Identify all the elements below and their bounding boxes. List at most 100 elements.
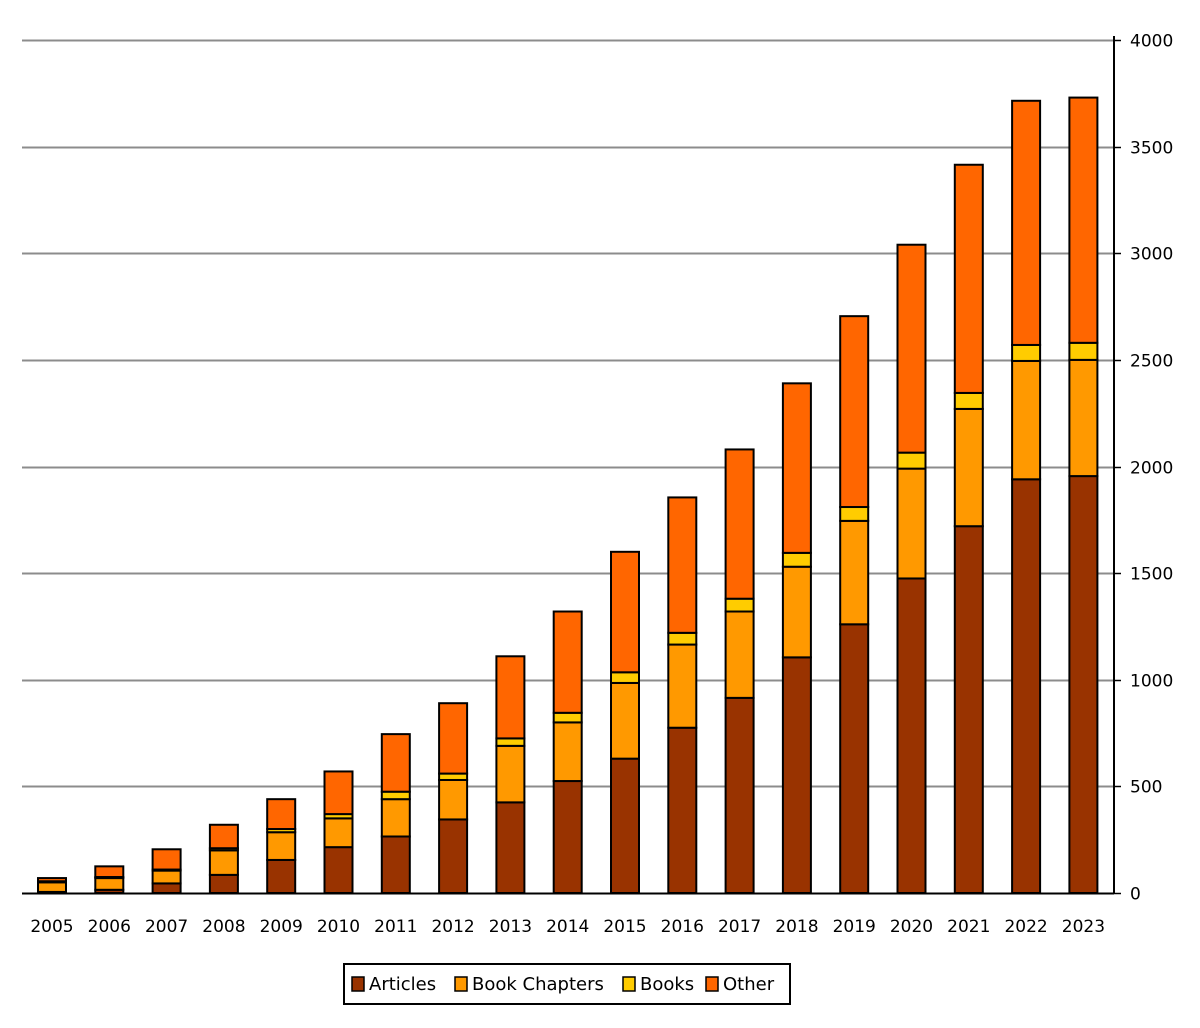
x-tick-label: 2009 <box>260 917 303 937</box>
bar-segment-articles <box>953 525 984 895</box>
bar-segment-books <box>495 737 526 747</box>
bar-segment-articles <box>1011 478 1042 894</box>
bar-segment-book-chapters <box>552 721 583 783</box>
legend-swatch <box>454 976 468 992</box>
bar-segment-book-chapters <box>953 407 984 528</box>
bar-segment-books <box>724 597 755 613</box>
bar-segment-books <box>380 790 411 801</box>
bar-segment-articles <box>323 846 354 894</box>
y-tick-label: 3000 <box>1130 245 1173 265</box>
bar-segment-articles <box>266 858 297 894</box>
y-tick-label: 0 <box>1130 885 1141 905</box>
bar-segment-books <box>781 551 812 568</box>
legend: Articles Book Chapters Books Other <box>343 963 791 1005</box>
bar-segment-other <box>151 848 182 871</box>
bar-segment-other <box>323 770 354 816</box>
x-tick-label: 2019 <box>833 917 876 937</box>
y-tick-label: 3500 <box>1130 139 1173 159</box>
bar-segment-book-chapters <box>896 467 927 580</box>
bar-segment-other <box>1068 96 1099 344</box>
bar-segment-other <box>953 163 984 394</box>
bar-segment-books <box>1068 341 1099 361</box>
bar-segment-books <box>1011 343 1042 362</box>
bar-segment-book-chapters <box>208 849 239 876</box>
y-tick-label: 500 <box>1130 778 1162 798</box>
bar-segment-articles <box>724 696 755 894</box>
legend-swatch <box>622 976 636 992</box>
legend-swatch <box>351 976 365 992</box>
x-tick-label: 2020 <box>890 917 933 937</box>
bar-segment-articles <box>438 818 469 895</box>
gridlines <box>22 39 1114 788</box>
bar-segment-book-chapters <box>380 798 411 838</box>
bar-segment-other <box>438 702 469 775</box>
bar-segment-articles <box>839 623 870 894</box>
y-tick-label: 2000 <box>1130 459 1173 479</box>
x-tick-label: 2023 <box>1062 917 1105 937</box>
x-tick-label: 2015 <box>603 917 646 937</box>
bar-segment-articles <box>495 801 526 895</box>
bar-segment-other <box>1011 99 1042 346</box>
bar-segment-articles <box>151 882 182 894</box>
y-tick-label: 4000 <box>1130 32 1173 52</box>
x-tick-label: 2006 <box>88 917 131 937</box>
bar-segment-book-chapters <box>839 519 870 626</box>
bar-segment-book-chapters <box>266 831 297 861</box>
legend-label: Book Chapters <box>472 974 604 995</box>
bar-segment-articles <box>781 656 812 895</box>
bar-segment-books <box>839 506 870 522</box>
bar-segment-other <box>781 382 812 554</box>
bar-segment-book-chapters <box>37 881 67 893</box>
bar-segment-other <box>667 496 698 634</box>
y-tick-label: 2500 <box>1130 352 1173 372</box>
bar-segment-other <box>94 865 125 879</box>
bar-segment-books <box>610 671 640 684</box>
bar-segment-book-chapters <box>667 643 698 729</box>
y-axis: 0 500 1000 1500 2000 2500 3000 3500 4000 <box>22 32 1173 905</box>
bar-segment-articles <box>380 835 411 895</box>
bar-segment-other <box>839 315 870 509</box>
bar-segment-articles <box>552 780 583 895</box>
bar-segment-book-chapters <box>495 744 526 804</box>
bar-segment-articles <box>610 757 640 895</box>
bar-segment-other <box>896 243 927 454</box>
bar-segment-other <box>495 655 526 740</box>
bar-segment-other <box>37 877 67 883</box>
x-tick-label: 2022 <box>1004 917 1047 937</box>
bar-segment-book-chapters <box>781 565 812 659</box>
x-tick-label: 2014 <box>546 917 589 937</box>
bars <box>37 96 1099 895</box>
bar-segment-book-chapters <box>724 610 755 699</box>
bar-segment-articles <box>896 577 927 894</box>
x-tick-label: 2018 <box>775 917 818 937</box>
bar-segment-book-chapters <box>1068 358 1099 478</box>
bar-segment-other <box>552 610 583 714</box>
x-tick-label: 2021 <box>947 917 990 937</box>
bar-segment-books <box>667 631 698 646</box>
bar-segment-book-chapters <box>438 778 469 821</box>
bar-segment-other <box>266 798 297 831</box>
x-tick-label: 2005 <box>30 917 73 937</box>
legend-label: Articles <box>369 974 436 995</box>
bar-segment-other <box>610 550 640 674</box>
bar-segment-books <box>896 451 927 470</box>
bar-segment-books <box>552 711 583 724</box>
bar-segment-book-chapters <box>1011 359 1042 481</box>
x-tick-label: 2016 <box>661 917 704 937</box>
x-tick-label: 2007 <box>145 917 188 937</box>
legend-label: Other <box>723 974 775 995</box>
bar-segment-book-chapters <box>151 869 182 885</box>
x-tick-label: 2011 <box>374 917 417 937</box>
bar-segment-articles <box>1068 475 1099 894</box>
bar-segment-other <box>380 733 411 793</box>
legend-label: Books <box>640 974 694 995</box>
x-tick-label: 2012 <box>431 917 474 937</box>
legend-swatch <box>705 976 719 992</box>
bar-segment-book-chapters <box>94 877 125 891</box>
x-axis-tick-labels: 2005 2006 2007 2008 2009 2010 2011 2012 2013 2014… <box>30 917 1105 937</box>
bar-segment-books <box>953 391 984 410</box>
bar-segment-articles <box>667 726 698 895</box>
x-tick-label: 2017 <box>718 917 761 937</box>
x-tick-label: 2013 <box>489 917 532 937</box>
